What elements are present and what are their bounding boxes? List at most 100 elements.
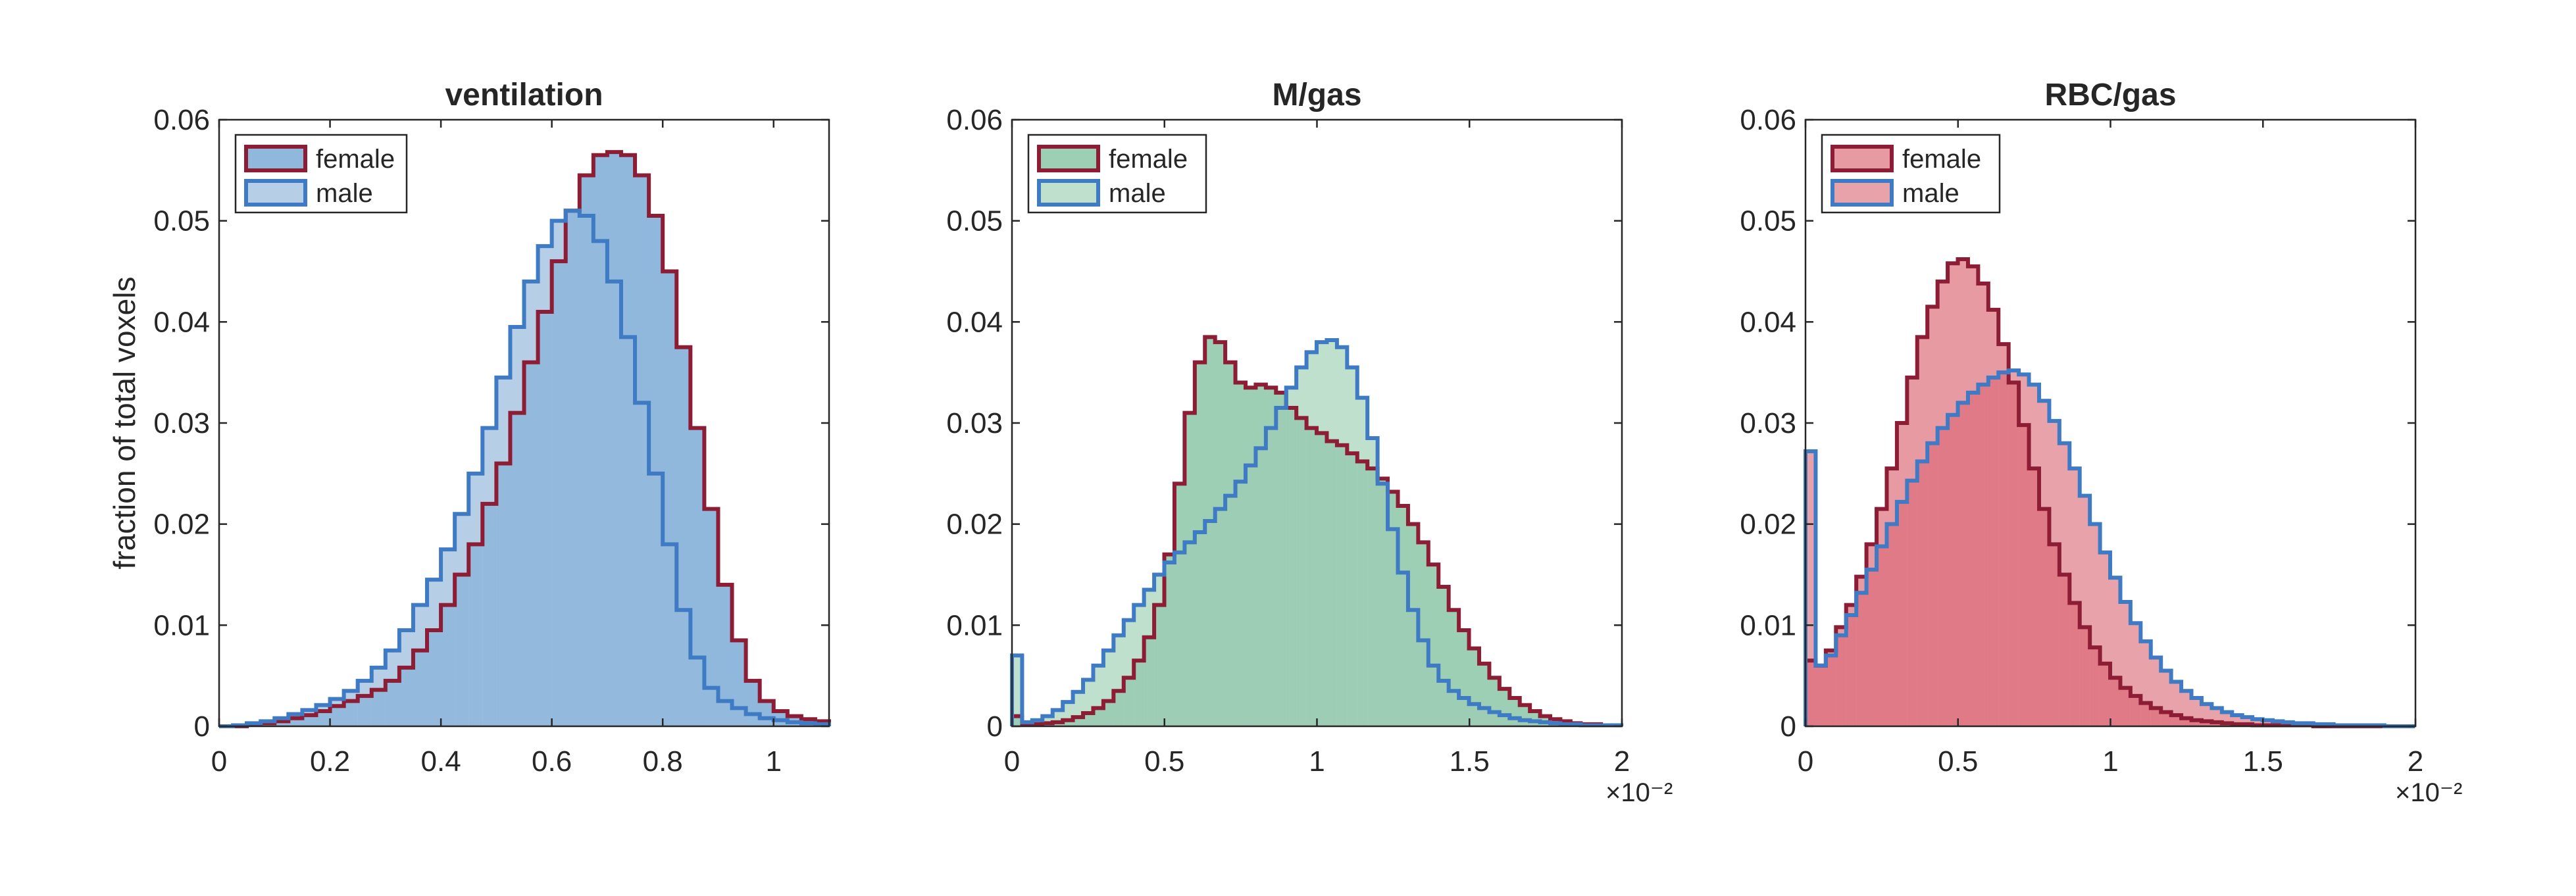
- y-tick-label: 0.02: [1740, 509, 1796, 541]
- histogram-bin-overlap: [1499, 715, 1510, 726]
- histogram-bin-overlap: [1317, 433, 1328, 726]
- histogram-bin-overlap: [330, 706, 345, 726]
- histogram-bin-overlap: [1388, 529, 1399, 726]
- histogram-bin-overlap: [399, 667, 414, 726]
- histogram-bin-overlap: [773, 720, 788, 726]
- histogram-bin-overlap: [1063, 720, 1074, 726]
- x-tick-label: 2: [2408, 745, 2423, 778]
- histogram-bin-overlap: [1326, 441, 1338, 726]
- histogram-bin-overlap: [1418, 640, 1429, 726]
- x-tick-label: 1.5: [1450, 745, 1490, 778]
- histogram-bin-overlap: [676, 610, 691, 726]
- histogram-bin-overlap: [496, 463, 511, 726]
- histogram-bin-overlap: [1398, 572, 1409, 726]
- histogram-bin-overlap: [1438, 680, 1450, 726]
- panel-title: ventilation: [445, 78, 603, 112]
- y-tick-label: 0.01: [946, 609, 1003, 641]
- histogram-bin-overlap: [1134, 660, 1145, 726]
- y-tick-label: 0.05: [153, 205, 210, 237]
- histogram-bin-overlap: [1957, 403, 1969, 726]
- histogram-bin-overlap: [2100, 663, 2111, 726]
- y-tick-label: 0.01: [153, 609, 210, 641]
- x-tick-label: 0.4: [421, 745, 461, 778]
- histogram-bin-overlap: [1428, 665, 1439, 726]
- histogram-bin-overlap: [2110, 678, 2121, 726]
- legend: female male: [1027, 134, 1207, 214]
- histogram-bin-overlap: [1836, 635, 1847, 726]
- histogram-bin-overlap: [2059, 574, 2070, 726]
- histogram-bin: [2262, 720, 2273, 726]
- histogram-bin-overlap: [1927, 443, 1938, 726]
- histogram-bin-overlap: [565, 211, 580, 726]
- y-tick-label: 0: [1780, 710, 1796, 743]
- histogram-bin-overlap: [2069, 603, 2081, 726]
- legend-swatch-male: [244, 179, 307, 207]
- histogram-bin-overlap: [1154, 605, 1165, 726]
- histogram-bin-overlap: [1519, 720, 1530, 726]
- histogram-bin-overlap: [579, 215, 594, 726]
- legend-label-female: female: [316, 145, 395, 174]
- y-tick-label: 0.06: [1740, 104, 1796, 136]
- histogram-bin-overlap: [1806, 660, 1817, 726]
- histogram-bin-overlap: [1225, 495, 1236, 726]
- y-tick-label: 0.02: [153, 509, 210, 541]
- histogram-plot: 0 0.2 0.4 0.6 0.8 1 0 0.01 0.02 0.03 0.04 0.05 0.06: [153, 104, 831, 778]
- histogram-bin-overlap: [649, 473, 663, 726]
- histogram-bin-overlap: [1235, 482, 1246, 726]
- histogram-bin-overlap: [302, 715, 317, 726]
- histogram-bin: [690, 428, 705, 726]
- histogram-bin-overlap: [274, 721, 289, 726]
- panel-rbc-gas: RBC/gas ×10⁻² 0 0.5 1 1.5 2 0 0.01 0.02 0.03 0.04…: [1740, 78, 2462, 807]
- series-line-male: [219, 209, 831, 728]
- histogram-bin-overlap: [704, 687, 719, 726]
- histogram-bin-overlap: [1469, 704, 1480, 726]
- histogram-bin-overlap: [1296, 418, 1307, 726]
- histogram-bin-overlap: [1877, 546, 1888, 726]
- histogram-bin-overlap: [1459, 697, 1470, 726]
- histogram-bin-overlap: [1377, 484, 1388, 726]
- histogram-bin-overlap: [759, 718, 774, 726]
- histogram-bin-overlap: [1123, 678, 1134, 726]
- histogram-bin-overlap: [1276, 407, 1287, 726]
- x-tick-label: 1: [2102, 745, 2118, 778]
- histogram-bin-overlap: [1846, 614, 1857, 726]
- histogram-bin-overlap: [2171, 715, 2182, 726]
- histogram-bin-overlap: [2038, 509, 2050, 726]
- x-tick-label: 0: [211, 745, 227, 778]
- histogram-bin-overlap: [482, 503, 497, 726]
- x-tick-label: 0.2: [310, 745, 350, 778]
- histogram-bin-overlap: [1357, 461, 1368, 726]
- histogram-bin-overlap: [2019, 425, 2030, 726]
- y-tick-label: 0.05: [946, 205, 1003, 237]
- series-line-female: [1010, 335, 1624, 728]
- x-tick-label: 0: [1004, 745, 1020, 778]
- histogram-bin-overlap: [2008, 382, 2019, 726]
- histogram-bin-overlap: [551, 261, 567, 727]
- y-tick-label: 0.06: [946, 104, 1003, 136]
- panel-ventilation: ventilation fraction of total voxels 0 0.…: [107, 78, 831, 778]
- legend-swatch-female: [244, 145, 307, 172]
- y-tick-label: 0.04: [946, 306, 1003, 338]
- histogram-bin-overlap: [1215, 509, 1226, 726]
- histogram-bin-overlap: [288, 718, 303, 726]
- histogram-bin-overlap: [1896, 501, 1907, 726]
- histogram-bin-overlap: [2130, 695, 2141, 726]
- legend-swatch-male: [1831, 179, 1894, 207]
- histogram-bin-overlap: [1113, 691, 1124, 726]
- y-tick-label: 0.02: [946, 509, 1003, 541]
- histogram-bin-overlap: [1174, 552, 1185, 726]
- histogram-bin-overlap: [732, 708, 747, 726]
- histogram-bin-overlap: [2090, 647, 2101, 726]
- histogram-bin: [2252, 719, 2263, 726]
- histogram-bin-overlap: [1164, 562, 1175, 726]
- histogram-bin-overlap: [1448, 691, 1459, 726]
- histogram-bin-overlap: [1255, 448, 1267, 726]
- y-tick-label: 0.01: [1740, 609, 1796, 641]
- histogram-bin-overlap: [635, 403, 649, 726]
- legend-label-female: female: [1109, 145, 1188, 174]
- histogram-bin-overlap: [538, 311, 553, 726]
- histogram-bin-overlap: [620, 337, 636, 726]
- histogram-bin-overlap: [2140, 703, 2152, 726]
- histogram-bin-overlap: [1336, 445, 1348, 726]
- histogram-plot: 0 0.5 1 1.5 2 0 0.01 0.02 0.03 0.04 0.05 0.06: [946, 104, 1630, 778]
